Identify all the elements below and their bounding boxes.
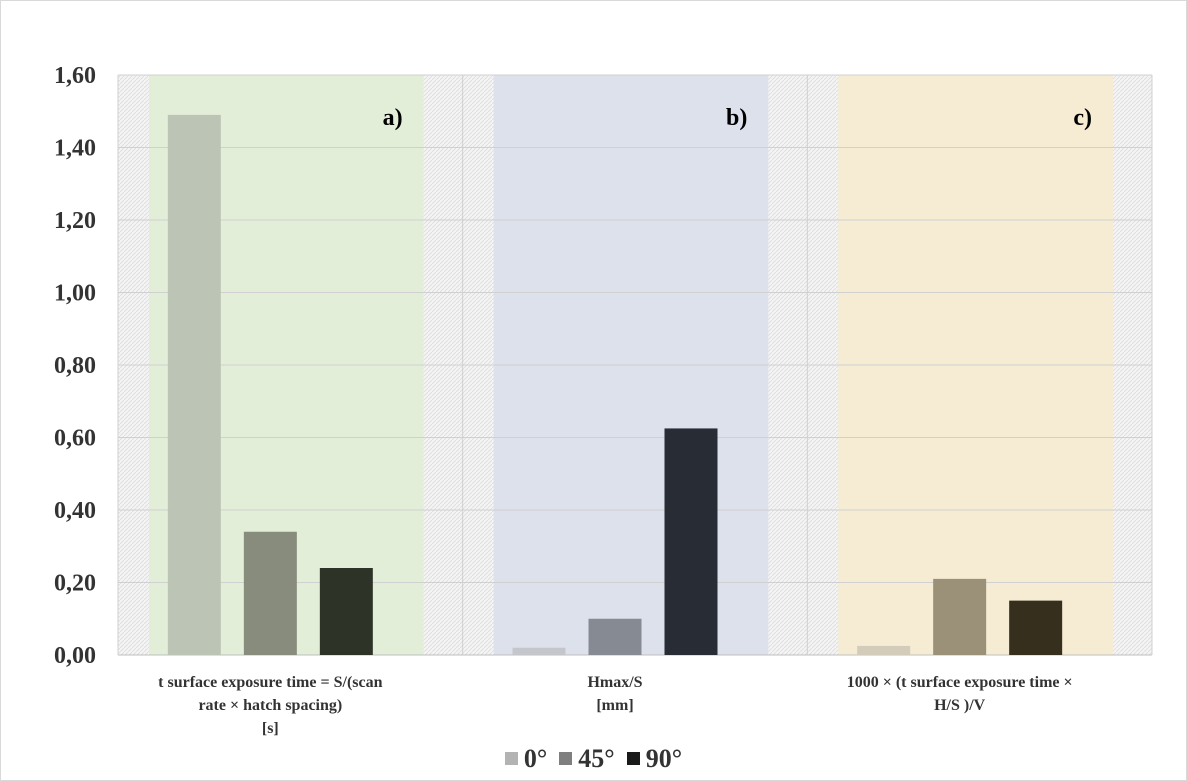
bar-90deg-category-1	[319, 568, 373, 655]
y-tick-label: 0,80	[54, 353, 96, 379]
bar-0deg-category-3	[857, 645, 911, 655]
legend-item: 0°	[504, 743, 548, 774]
y-tick-label: 0,60	[54, 426, 96, 452]
legend-item: 45°	[559, 743, 615, 774]
y-tick-label: 0,20	[54, 571, 96, 597]
legend-swatch	[504, 752, 518, 765]
legend-label: 45°	[578, 743, 615, 773]
y-tick-label: 1,20	[54, 208, 96, 234]
panel-label: b)	[726, 105, 747, 131]
x-category-label: 1000 × (t surface exposure time ×	[847, 674, 1073, 691]
bar-0deg-category-1	[167, 114, 221, 655]
legend-item: 90°	[626, 743, 683, 774]
legend-swatch	[626, 752, 640, 765]
bar-45deg-category-2	[588, 618, 642, 655]
y-tick-label: 0,40	[54, 498, 96, 524]
bar-90deg-category-2	[664, 428, 718, 655]
y-tick-label: 1,40	[54, 136, 96, 162]
legend: 0° 45° 90°	[0, 742, 1187, 774]
x-category-label: H/S )/V	[934, 697, 986, 714]
legend-label: 90°	[645, 743, 683, 773]
panel-label: c)	[1073, 105, 1092, 131]
y-tick-label: 0,00	[54, 643, 96, 669]
x-category-label: rate × hatch spacing)	[198, 697, 342, 714]
bar-45deg-category-1	[243, 531, 297, 655]
x-category-label: Hmax/S	[587, 674, 642, 691]
y-tick-label: 1,00	[54, 281, 96, 307]
panel-label: a)	[383, 105, 403, 131]
x-category-label: [mm]	[596, 697, 633, 714]
x-category-label: t surface exposure time = S/(scan	[158, 674, 382, 691]
bar-90deg-category-3	[1009, 600, 1063, 655]
x-category-label: [s]	[262, 720, 279, 737]
y-tick-label: 1,60	[54, 63, 96, 89]
bar-45deg-category-3	[933, 578, 987, 655]
bar-0deg-category-2	[512, 647, 566, 655]
legend-swatch	[559, 752, 573, 765]
legend-label: 0°	[523, 743, 548, 773]
